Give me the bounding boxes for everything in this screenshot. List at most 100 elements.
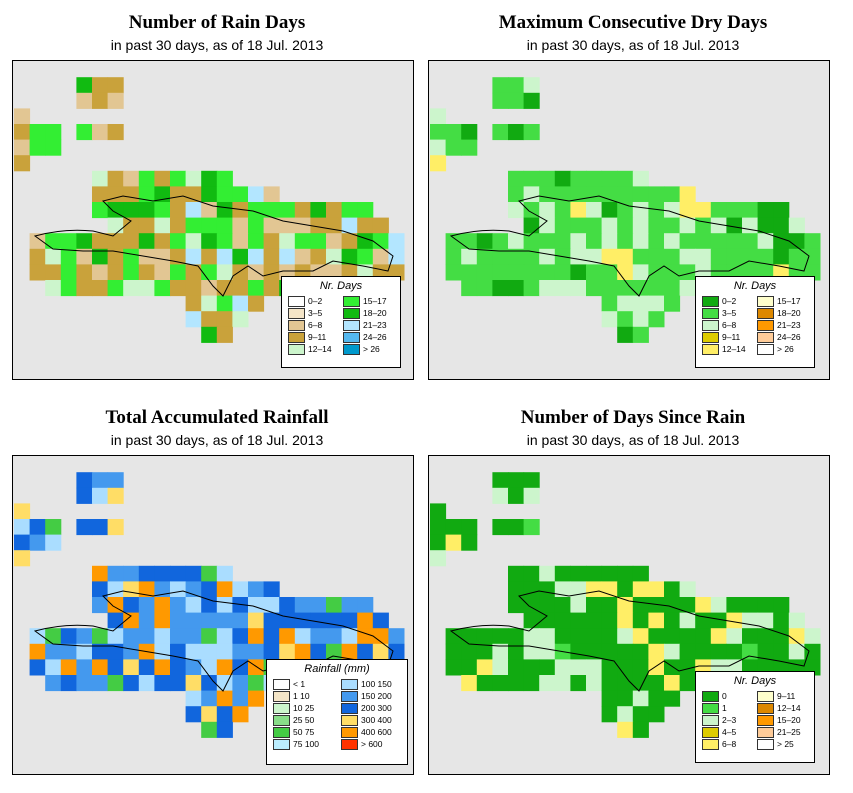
grid-cell [263,597,280,614]
grid-cell [107,565,124,582]
grid-cell [710,612,727,629]
grid-cell [185,295,202,312]
grid-cell [695,612,712,629]
legend-label: 9–11 [722,332,741,342]
grid-cell [294,628,311,645]
grid-cell [508,124,525,141]
grid-cell [185,280,202,297]
legend-label: 21–23 [777,320,801,330]
grid-cell [170,675,187,692]
grid-cell [664,659,681,676]
panel-subtitle: in past 30 days, as of 18 Jul. 2013 [110,432,324,448]
grid-cell [263,202,280,219]
grid-cell [216,202,233,219]
grid-cell [263,233,280,250]
legend-label: 25 50 [293,715,315,725]
legend-swatch [341,691,358,702]
grid-cell [679,217,696,234]
grid-cell [617,721,634,738]
grid-cell [695,217,712,234]
grid-cell [539,659,556,676]
grid-cell [107,612,124,629]
legend-label: 75 100 [293,739,319,749]
grid-cell [107,659,124,676]
grid-cell [341,643,358,660]
grid-cell [648,233,665,250]
grid-cell [570,597,587,614]
grid-cell [185,597,202,614]
grid-cell [248,581,265,598]
grid-cell [788,643,805,660]
legend-label: 0 [722,691,727,701]
legend-swatch [273,727,290,738]
grid-cell [773,233,790,250]
legend-swatch [288,308,305,319]
grid-cell [757,202,774,219]
legend-label: < 1 [293,679,306,689]
grid-cell [523,264,540,281]
legend-label: 6–8 [722,320,737,330]
grid-cell [216,581,233,598]
grid-cell [539,581,556,598]
grid-cell [92,519,109,536]
grid-cell [554,565,571,582]
grid-cell [123,248,140,265]
grid-svg [430,472,821,738]
grid-cell [107,77,124,94]
grid-cell [726,217,743,234]
grid-cell [570,612,587,629]
grid-cell [123,675,140,692]
grid-cell [138,170,155,187]
grid-cell [341,202,358,219]
grid-cell [45,643,62,660]
grid-cell [14,550,31,567]
grid-cell [170,217,187,234]
grid-cell [279,643,296,660]
legend-swatch [702,739,719,750]
coastline [449,590,810,692]
grid-cell [154,628,171,645]
grid-cell [586,628,603,645]
grid-cell [539,170,556,187]
legend-swatch [757,344,774,355]
grid-cell [248,264,265,281]
grid-cell [294,643,311,660]
grid-cell [76,659,93,676]
grid-cell [107,280,124,297]
grid-cell [508,202,525,219]
grid-cell [430,155,447,172]
grid-cell [76,264,93,281]
legend-swatch [343,296,360,307]
grid-cell [341,597,358,614]
grid-cell [138,264,155,281]
grid-cell [138,565,155,582]
legend-label: 9–11 [777,691,796,701]
grid-cell [679,659,696,676]
grid-cell [279,248,296,265]
grid-cell [185,581,202,598]
grid-cell [617,233,634,250]
legend-swatch [757,703,774,714]
grid-cell [372,612,389,629]
legend-swatch [702,332,719,343]
grid-cell [445,519,462,536]
grid-cell [263,264,280,281]
grid-cell [586,659,603,676]
grid-cell [216,170,233,187]
grid-cell [508,472,525,489]
grid-cell [138,659,155,676]
grid-cell [45,628,62,645]
grid-cell [492,124,509,141]
legend-swatch [341,727,358,738]
grid-cell [664,248,681,265]
legend-label: 1 [722,703,727,713]
grid-cell [357,233,374,250]
grid-cell [726,628,743,645]
grid-cell [45,124,62,141]
grid-cell [523,675,540,692]
grid-cell [617,248,634,265]
grid-cell [232,643,249,660]
grid-cell [476,264,493,281]
grid-cell [326,202,343,219]
grid-cell [757,643,774,660]
